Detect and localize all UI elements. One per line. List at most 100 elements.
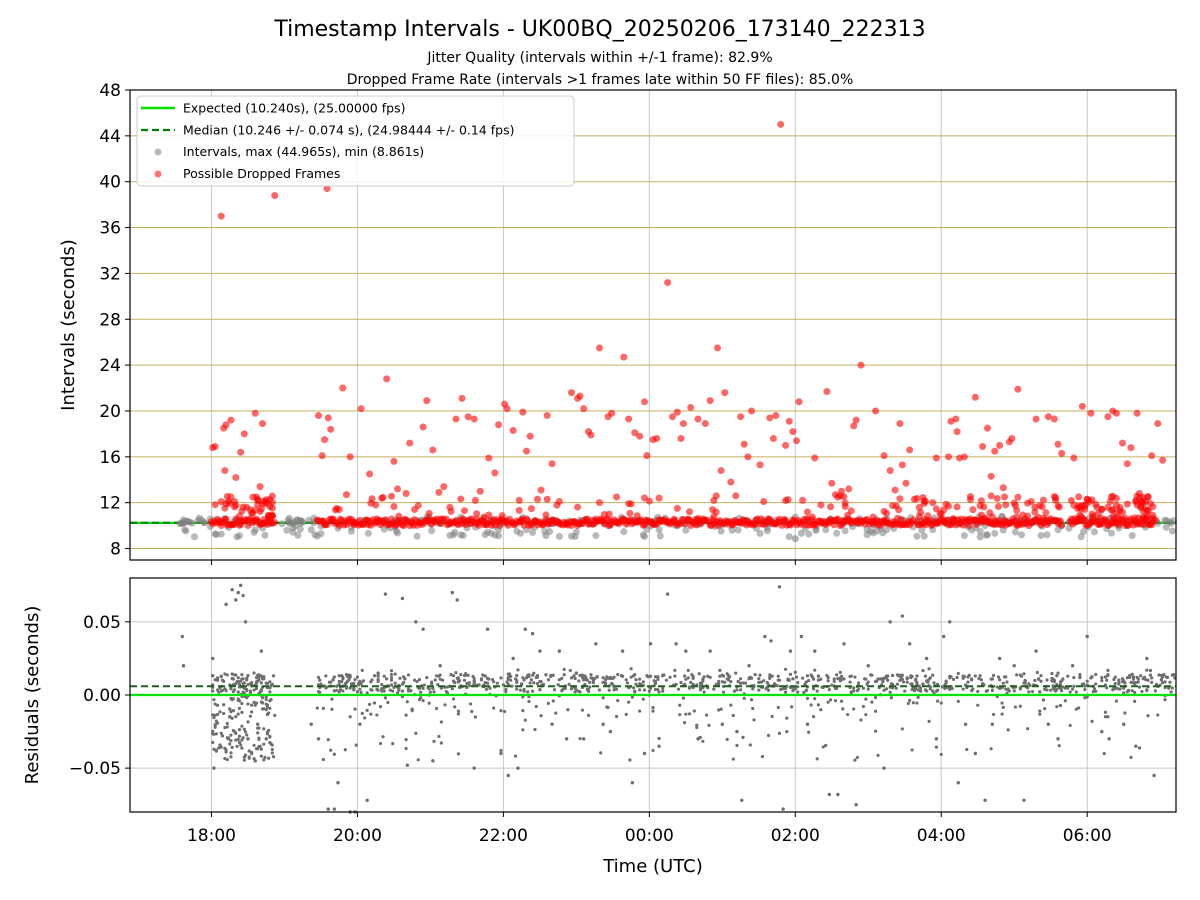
dropped-frame-outlier [464,413,472,421]
residual-point [611,683,615,687]
residual-point [415,679,419,684]
residual-point [757,680,761,685]
residuals-x-ticks: 18:00 20:00 22:00 00:00 02:00 04:00 06:00 [187,812,1112,846]
dropped-frame-outlier [653,434,661,442]
residual-point [752,718,756,722]
residual-point [515,687,519,691]
residual-point [326,737,330,742]
residual-point [1105,678,1109,682]
residual-point [428,690,433,694]
dropped-frame-outlier [366,470,374,478]
residual-point [939,701,943,705]
residual-point [236,712,240,716]
residual-point [614,714,619,719]
residual-point [962,674,966,679]
residual-point [934,745,938,749]
dropped-frame-outlier [515,496,523,504]
dropped-frame-outlier [346,453,354,461]
residual-point [254,686,259,691]
residual-point [605,675,609,679]
residual-point [718,674,722,678]
residual-point [590,676,594,680]
residual-point [757,677,761,681]
dropped-frame-point [883,509,891,517]
residual-point [648,686,653,691]
residual-point [928,685,932,689]
residual-point [473,715,478,719]
residual-point [332,675,336,679]
residual-point [413,678,417,682]
intervals-grid [130,90,1176,560]
dropped-frame-point [1031,508,1039,516]
residual-point [240,724,244,728]
residual-point [404,738,408,742]
intervals-y-tick-label-4: 24 [99,356,121,376]
dropped-frame-point [498,512,506,520]
residual-outlier [948,620,952,624]
dropped-frame-outlier [886,467,894,475]
residual-point [765,680,769,685]
residual-point [242,681,246,685]
dropped-frame-point [1149,511,1157,519]
residual-point [776,705,780,710]
residual-point [450,687,454,691]
residual-point [642,688,647,692]
dropped-frame-outlier [429,446,437,454]
residual-point [601,696,605,700]
residual-point [1130,672,1134,676]
residual-point [337,679,341,683]
dropped-frame-outlier [503,405,511,413]
residual-point [741,681,745,685]
residual-point [225,673,229,677]
residual-point [1083,687,1087,692]
residual-point [1045,688,1049,692]
residual-point [225,721,229,726]
residual-point [910,687,914,692]
residual-point [459,673,463,677]
dropped-frame-point [633,512,641,520]
residual-point [378,705,383,709]
residual-point [248,691,253,695]
residual-point [801,676,805,680]
dropped-frame-outlier [251,409,259,417]
dropped-frame-outlier [1136,490,1144,498]
residual-point [365,691,369,695]
legend-intervals-label: Intervals, max (44.965s), min (8.861s) [183,144,424,159]
residual-point [921,682,925,686]
dropped-frame-outlier [1133,409,1141,417]
residual-point [921,669,925,673]
residual-point [219,745,223,749]
residual-point [944,681,948,685]
residual-point [864,713,868,717]
residual-point [1090,719,1094,723]
dropped-frame-point [685,508,693,516]
residual-point [1061,677,1065,681]
residual-point [708,675,712,680]
residual-point [1043,707,1047,711]
residual-outlier [769,639,773,643]
residual-point [731,713,735,718]
residual-outlier [781,807,785,811]
residual-point [212,716,216,720]
residual-point [978,674,982,678]
residual-point [1038,709,1042,713]
residual-point [853,675,857,679]
residual-point [259,700,263,704]
residual-point [332,752,336,756]
intervals-y-tick-label-1: 12 [99,494,121,514]
residual-point [566,708,570,712]
residual-outlier [431,759,435,763]
dropped-frame-outlier [679,420,687,428]
dropped-frame-outlier [221,467,229,475]
residual-outlier [924,656,929,661]
residual-point [246,673,250,678]
dropped-frame-point [1011,502,1019,510]
residual-point [521,728,525,732]
residual-outlier [358,722,362,726]
residual-point [1055,705,1059,709]
residual-point [906,701,911,705]
dropped-frame-outlier [694,415,702,423]
residual-point [1100,675,1104,680]
residual-outlier [538,649,542,653]
legend-median-label: Median (10.246 +/- 0.074 s), (24.98444 +… [183,123,514,138]
